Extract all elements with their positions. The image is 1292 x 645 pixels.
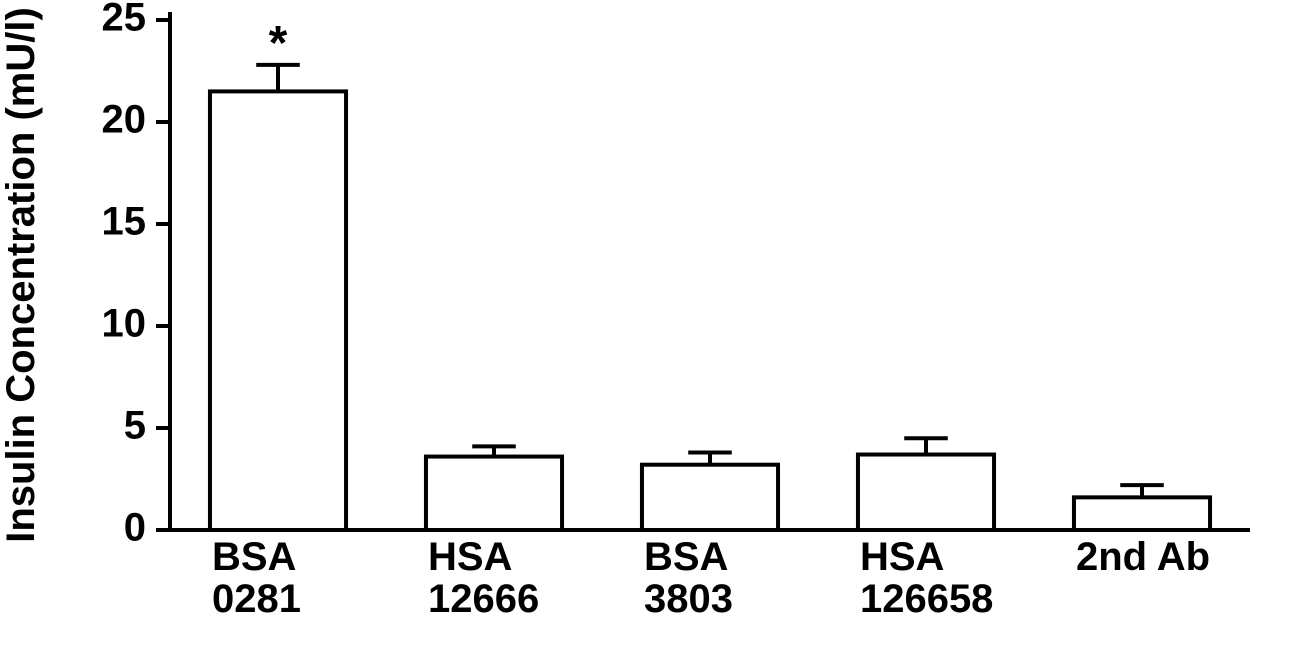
y-tick-label: 20 [102, 98, 147, 142]
x-axis-labels: BSA0281HSA12666BSA3803HSA1266582nd Ab [212, 535, 1210, 621]
x-axis-label: 126658 [860, 577, 993, 621]
x-axis-label: 12666 [428, 577, 539, 621]
y-tick-label: 0 [124, 506, 146, 550]
bar [858, 455, 994, 530]
y-tick-labels: 0 5 10 15 20 25 [102, 0, 147, 550]
y-tick-label: 15 [102, 200, 147, 244]
y-axis-label: Insulin Concentration (mU/l) [0, 7, 43, 543]
x-axis-label: BSA [644, 535, 728, 579]
chart-canvas: Insulin Concentration (mU/l) 0510152025 … [0, 0, 1292, 645]
bar-chart: Insulin Concentration (mU/l) 0510152025 … [0, 0, 1292, 645]
bar [1074, 497, 1210, 530]
bar [426, 457, 562, 530]
x-axis-label: 3803 [644, 577, 733, 621]
x-axis-label: 0281 [212, 577, 301, 621]
y-tick-label: 10 [102, 302, 147, 346]
y-tick-label: 5 [124, 404, 146, 448]
x-axis-label: HSA [860, 535, 944, 579]
bar [642, 465, 778, 530]
x-axis-label: HSA [428, 535, 512, 579]
x-axis-label: BSA [212, 535, 296, 579]
significance-marker: * [269, 17, 288, 70]
x-axis-label: 2nd Ab [1076, 535, 1210, 579]
y-tick-label: 25 [102, 0, 147, 40]
bar [210, 91, 346, 530]
error-bars [256, 65, 1164, 497]
